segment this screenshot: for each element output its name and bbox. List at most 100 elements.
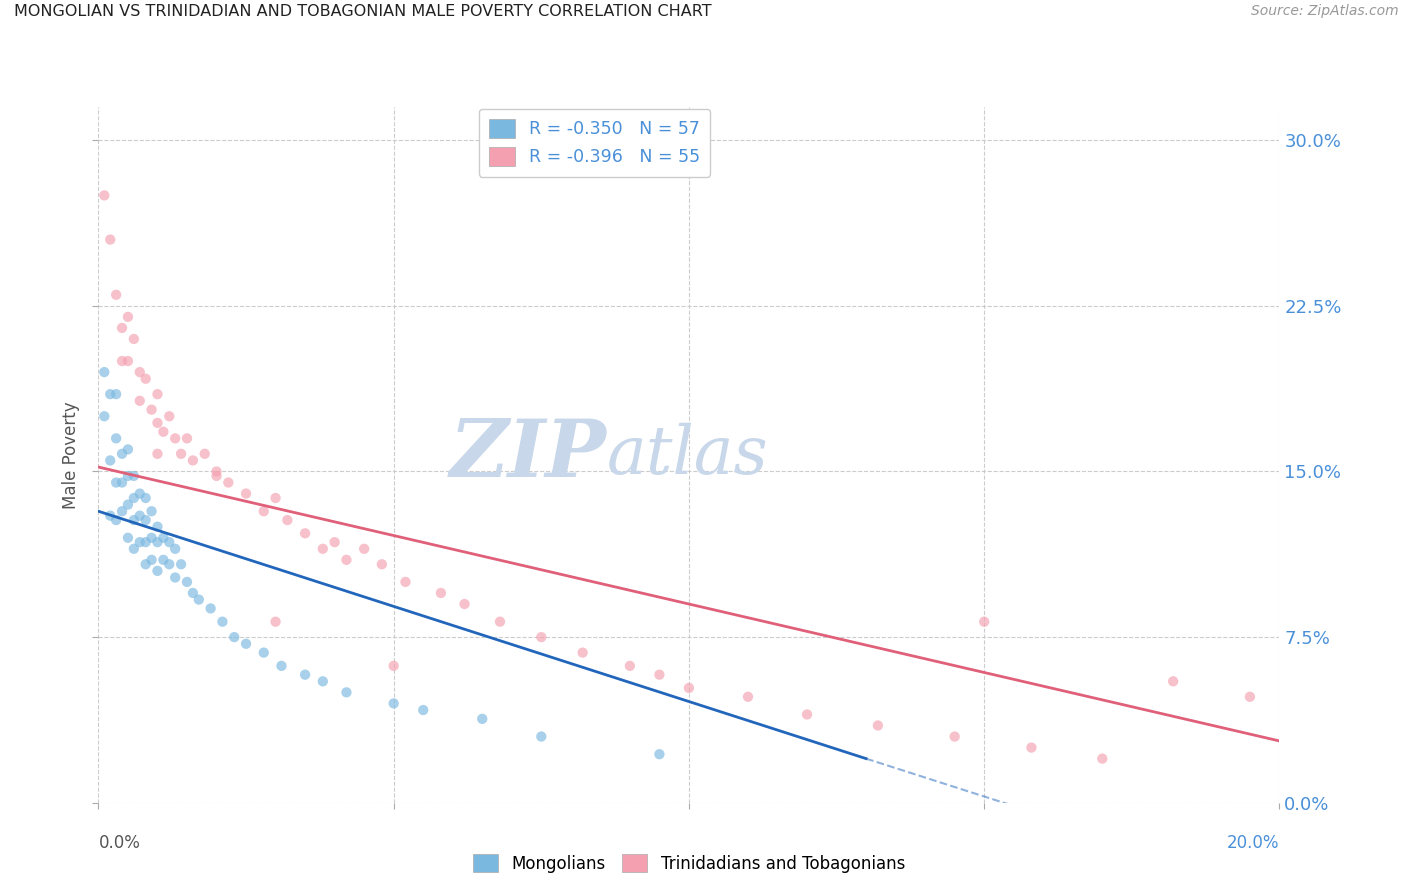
Point xyxy=(371,558,394,572)
Point xyxy=(211,615,233,629)
Point xyxy=(294,667,316,681)
Point xyxy=(141,402,163,417)
Point xyxy=(117,469,139,483)
Point xyxy=(117,531,139,545)
Point xyxy=(678,681,700,695)
Point xyxy=(105,387,128,401)
Point xyxy=(181,453,204,467)
Point xyxy=(98,453,121,467)
Point xyxy=(943,730,966,744)
Legend: Mongolians, Trinidadians and Tobagonians: Mongolians, Trinidadians and Tobagonians xyxy=(467,847,911,880)
Point xyxy=(176,431,198,445)
Point xyxy=(165,431,187,445)
Point xyxy=(122,513,145,527)
Point xyxy=(194,447,217,461)
Point xyxy=(152,531,174,545)
Point xyxy=(111,447,134,461)
Point xyxy=(264,491,287,505)
Point xyxy=(353,541,375,556)
Point xyxy=(430,586,453,600)
Point xyxy=(1239,690,1261,704)
Point xyxy=(141,504,163,518)
Point xyxy=(98,508,121,523)
Point xyxy=(453,597,475,611)
Point xyxy=(412,703,434,717)
Point xyxy=(530,630,553,644)
Point xyxy=(135,513,157,527)
Point xyxy=(737,690,759,704)
Point xyxy=(489,615,512,629)
Point xyxy=(270,658,292,673)
Point xyxy=(105,287,128,301)
Point xyxy=(394,574,416,589)
Y-axis label: Male Poverty: Male Poverty xyxy=(62,401,80,508)
Point xyxy=(122,469,145,483)
Point xyxy=(117,354,139,368)
Point xyxy=(619,658,641,673)
Point xyxy=(141,531,163,545)
Point xyxy=(117,442,139,457)
Text: ZIP: ZIP xyxy=(450,417,606,493)
Point xyxy=(98,233,121,247)
Point xyxy=(571,646,593,660)
Point xyxy=(93,188,115,202)
Point xyxy=(157,558,180,572)
Point xyxy=(530,730,553,744)
Point xyxy=(111,354,134,368)
Point xyxy=(157,409,180,424)
Point xyxy=(1091,751,1114,765)
Point xyxy=(135,558,157,572)
Point xyxy=(382,697,405,711)
Point xyxy=(105,475,128,490)
Point xyxy=(312,674,335,689)
Point xyxy=(122,491,145,505)
Point xyxy=(224,630,246,644)
Point xyxy=(128,486,150,500)
Point xyxy=(176,574,198,589)
Point xyxy=(382,658,405,673)
Point xyxy=(157,535,180,549)
Point xyxy=(128,365,150,379)
Point xyxy=(217,475,239,490)
Text: MONGOLIAN VS TRINIDADIAN AND TOBAGONIAN MALE POVERTY CORRELATION CHART: MONGOLIAN VS TRINIDADIAN AND TOBAGONIAN … xyxy=(14,4,711,20)
Point xyxy=(181,586,204,600)
Legend: R = -0.350   N = 57, R = -0.396   N = 55: R = -0.350 N = 57, R = -0.396 N = 55 xyxy=(478,109,710,177)
Point xyxy=(648,747,671,762)
Point xyxy=(146,519,169,533)
Point xyxy=(312,541,335,556)
Point xyxy=(146,447,169,461)
Point xyxy=(796,707,818,722)
Point xyxy=(146,564,169,578)
Point xyxy=(128,508,150,523)
Point xyxy=(471,712,494,726)
Point xyxy=(111,321,134,335)
Point xyxy=(105,431,128,445)
Point xyxy=(128,535,150,549)
Point xyxy=(146,387,169,401)
Point xyxy=(973,615,995,629)
Point xyxy=(146,416,169,430)
Point xyxy=(1021,740,1043,755)
Point xyxy=(235,637,257,651)
Text: 20.0%: 20.0% xyxy=(1227,834,1279,852)
Point xyxy=(648,667,671,681)
Point xyxy=(117,498,139,512)
Point xyxy=(170,447,193,461)
Point xyxy=(165,570,187,584)
Point xyxy=(335,553,357,567)
Point xyxy=(122,541,145,556)
Point xyxy=(253,646,276,660)
Point xyxy=(235,486,257,500)
Text: 0.0%: 0.0% xyxy=(98,834,141,852)
Text: Source: ZipAtlas.com: Source: ZipAtlas.com xyxy=(1251,4,1399,19)
Point xyxy=(294,526,316,541)
Point xyxy=(200,601,222,615)
Point xyxy=(187,592,209,607)
Point xyxy=(1161,674,1184,689)
Point xyxy=(146,535,169,549)
Point xyxy=(135,372,157,386)
Text: atlas: atlas xyxy=(606,422,768,488)
Point xyxy=(264,615,287,629)
Point xyxy=(93,409,115,424)
Point xyxy=(111,475,134,490)
